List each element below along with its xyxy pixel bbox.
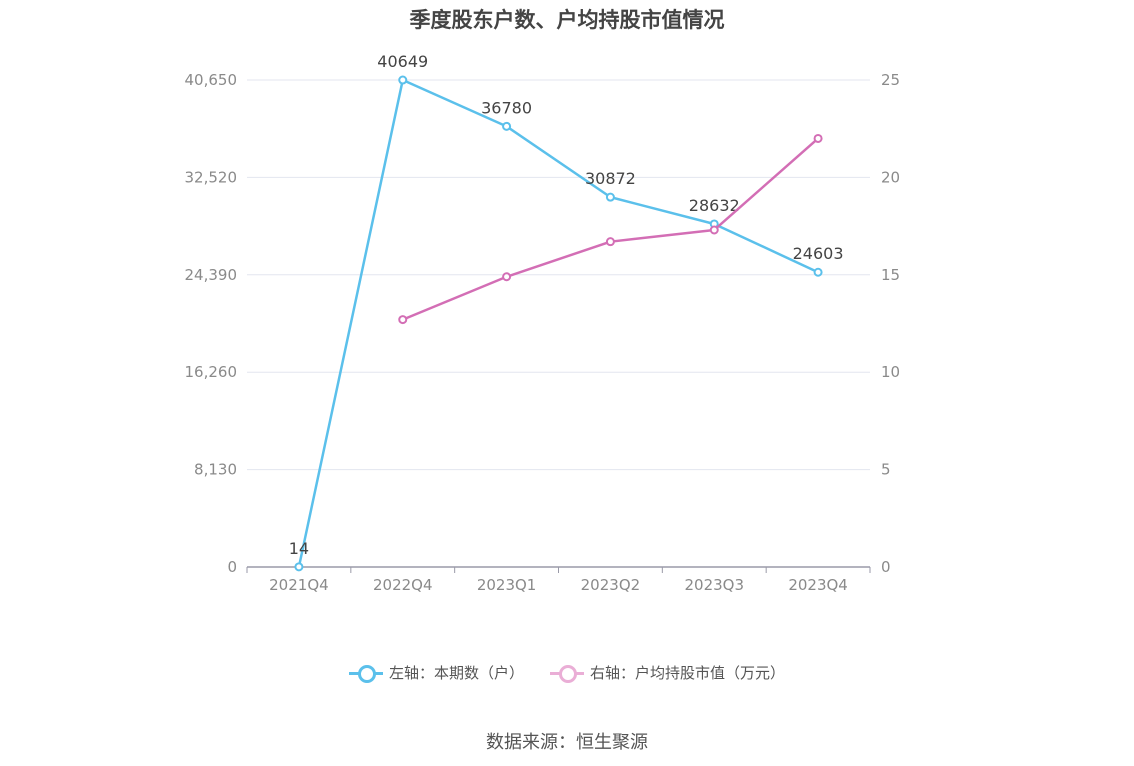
data-label: 36780 <box>481 98 532 117</box>
legend-item-households[interactable]: 左轴：本期数（户） <box>348 662 524 683</box>
series-line-1 <box>402 137 819 321</box>
data-label: 30872 <box>585 169 636 188</box>
y-left-tick-label: 32,520 <box>185 168 238 186</box>
y-right-tick-label: 20 <box>881 168 900 186</box>
data-label: 14 <box>289 539 309 558</box>
data-point <box>398 75 408 85</box>
y-right-tick-label: 10 <box>881 363 900 381</box>
legend-item-avg-value[interactable]: 右轴：户均持股市值（万元） <box>550 662 785 683</box>
chart-title: 季度股东户数、户均持股市值情况 <box>409 8 725 32</box>
data-label: 28632 <box>689 196 740 215</box>
y-left-tick-label: 16,260 <box>185 363 238 381</box>
y-right-tick-label: 25 <box>881 71 900 89</box>
data-point <box>605 237 615 247</box>
data-label: 40649 <box>377 52 428 71</box>
data-point <box>502 121 512 131</box>
data-point <box>502 272 512 282</box>
data-point <box>813 267 823 277</box>
data-point <box>294 562 304 572</box>
y-right-tick-label: 5 <box>881 461 891 479</box>
y-right-tick-label: 15 <box>881 266 900 284</box>
data-source: 数据来源：恒生聚源 <box>486 732 648 753</box>
data-point <box>813 133 823 143</box>
data-point <box>605 192 615 202</box>
legend-marker-avg-value <box>550 663 584 683</box>
y-left-tick-label: 8,130 <box>194 461 237 479</box>
legend-label-households: 左轴：本期数（户） <box>388 664 524 682</box>
y-left-tick-label: 40,650 <box>185 71 238 89</box>
y-right-tick-label: 0 <box>881 558 891 576</box>
y-left-tick-label: 24,390 <box>185 266 238 284</box>
x-tick-label: 2023Q1 <box>477 576 537 594</box>
x-tick-label: 2023Q3 <box>684 576 744 594</box>
legend: 左轴：本期数（户） 右轴：户均持股市值（万元） <box>0 662 1134 683</box>
series-line-0 <box>297 78 819 568</box>
data-point <box>709 225 719 235</box>
y-left-tick-label: 0 <box>227 558 237 576</box>
legend-label-avg-value: 右轴：户均持股市值（万元） <box>590 664 786 682</box>
x-tick-label: 2022Q4 <box>373 576 433 594</box>
x-tick-label: 2023Q2 <box>581 576 641 594</box>
data-label: 24603 <box>793 244 844 263</box>
legend-marker-households <box>348 663 383 683</box>
x-tick-label: 2021Q4 <box>269 576 329 594</box>
x-tick-label: 2023Q4 <box>788 576 848 594</box>
data-point <box>398 315 408 325</box>
